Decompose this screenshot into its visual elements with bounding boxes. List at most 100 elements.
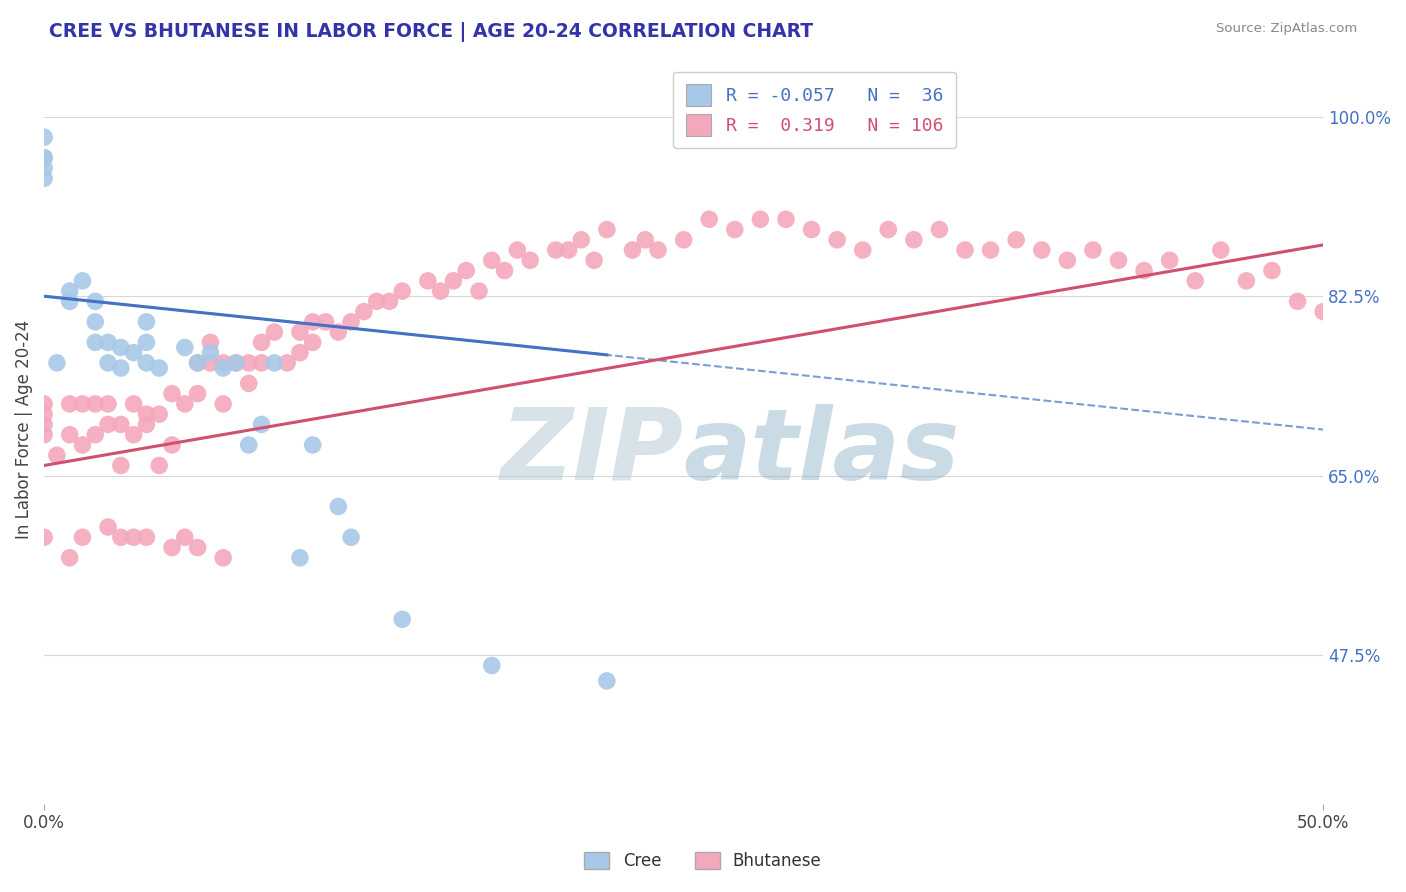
Point	[903, 233, 925, 247]
Point	[1056, 253, 1078, 268]
Point	[569, 233, 592, 247]
Point	[32, 417, 55, 432]
Point	[97, 520, 120, 534]
Point	[328, 500, 350, 514]
Point	[250, 356, 273, 370]
Point	[173, 341, 195, 355]
Point	[1362, 294, 1385, 309]
Legend: Cree, Bhutanese: Cree, Bhutanese	[578, 845, 828, 877]
Point	[84, 397, 107, 411]
Point	[877, 222, 900, 236]
Point	[122, 345, 145, 359]
Point	[72, 397, 94, 411]
Legend: R = -0.057   N =  36, R =  0.319   N = 106: R = -0.057 N = 36, R = 0.319 N = 106	[673, 71, 956, 148]
Point	[148, 407, 170, 421]
Point	[148, 361, 170, 376]
Point	[301, 335, 323, 350]
Point	[212, 397, 235, 411]
Point	[1184, 274, 1206, 288]
Point	[1337, 284, 1360, 298]
Point	[238, 376, 260, 391]
Text: atlas: atlas	[683, 403, 960, 500]
Point	[353, 304, 375, 318]
Point	[32, 530, 55, 544]
Point	[1159, 253, 1181, 268]
Point	[238, 356, 260, 370]
Point	[456, 263, 478, 277]
Point	[301, 438, 323, 452]
Point	[288, 345, 311, 359]
Point	[724, 222, 747, 236]
Point	[32, 407, 55, 421]
Point	[391, 612, 413, 626]
Point	[225, 356, 247, 370]
Point	[263, 356, 285, 370]
Point	[59, 550, 82, 565]
Point	[697, 212, 720, 227]
Point	[110, 530, 132, 544]
Point	[494, 263, 516, 277]
Point	[32, 130, 55, 145]
Point	[97, 397, 120, 411]
Point	[328, 325, 350, 339]
Point	[212, 550, 235, 565]
Point	[72, 274, 94, 288]
Point	[122, 397, 145, 411]
Point	[1209, 243, 1232, 257]
Point	[928, 222, 950, 236]
Point	[59, 397, 82, 411]
Point	[135, 315, 157, 329]
Point	[366, 294, 388, 309]
Point	[596, 673, 619, 688]
Point	[340, 315, 363, 329]
Point	[160, 541, 183, 555]
Point	[32, 161, 55, 175]
Y-axis label: In Labor Force | Age 20-24: In Labor Force | Age 20-24	[15, 320, 32, 539]
Point	[173, 530, 195, 544]
Point	[288, 325, 311, 339]
Point	[250, 417, 273, 432]
Point	[647, 243, 669, 257]
Point	[173, 397, 195, 411]
Point	[1234, 274, 1257, 288]
Point	[544, 243, 567, 257]
Point	[1108, 253, 1130, 268]
Point	[416, 274, 439, 288]
Point	[1286, 294, 1309, 309]
Point	[32, 171, 55, 186]
Point	[200, 335, 222, 350]
Point	[288, 550, 311, 565]
Text: Source: ZipAtlas.com: Source: ZipAtlas.com	[1216, 22, 1357, 36]
Point	[1312, 304, 1334, 318]
Point	[59, 284, 82, 298]
Point	[749, 212, 772, 227]
Point	[980, 243, 1002, 257]
Point	[45, 448, 67, 462]
Point	[340, 530, 363, 544]
Point	[135, 356, 157, 370]
Point	[135, 335, 157, 350]
Point	[97, 335, 120, 350]
Point	[135, 530, 157, 544]
Point	[315, 315, 337, 329]
Point	[852, 243, 875, 257]
Point	[441, 274, 464, 288]
Point	[621, 243, 644, 257]
Point	[225, 356, 247, 370]
Point	[135, 407, 157, 421]
Point	[953, 243, 976, 257]
Point	[263, 325, 285, 339]
Point	[187, 541, 209, 555]
Point	[84, 427, 107, 442]
Point	[84, 315, 107, 329]
Point	[110, 361, 132, 376]
Point	[84, 335, 107, 350]
Point	[200, 345, 222, 359]
Point	[84, 294, 107, 309]
Point	[1081, 243, 1104, 257]
Point	[148, 458, 170, 473]
Point	[32, 427, 55, 442]
Point	[775, 212, 797, 227]
Point	[238, 438, 260, 452]
Point	[212, 361, 235, 376]
